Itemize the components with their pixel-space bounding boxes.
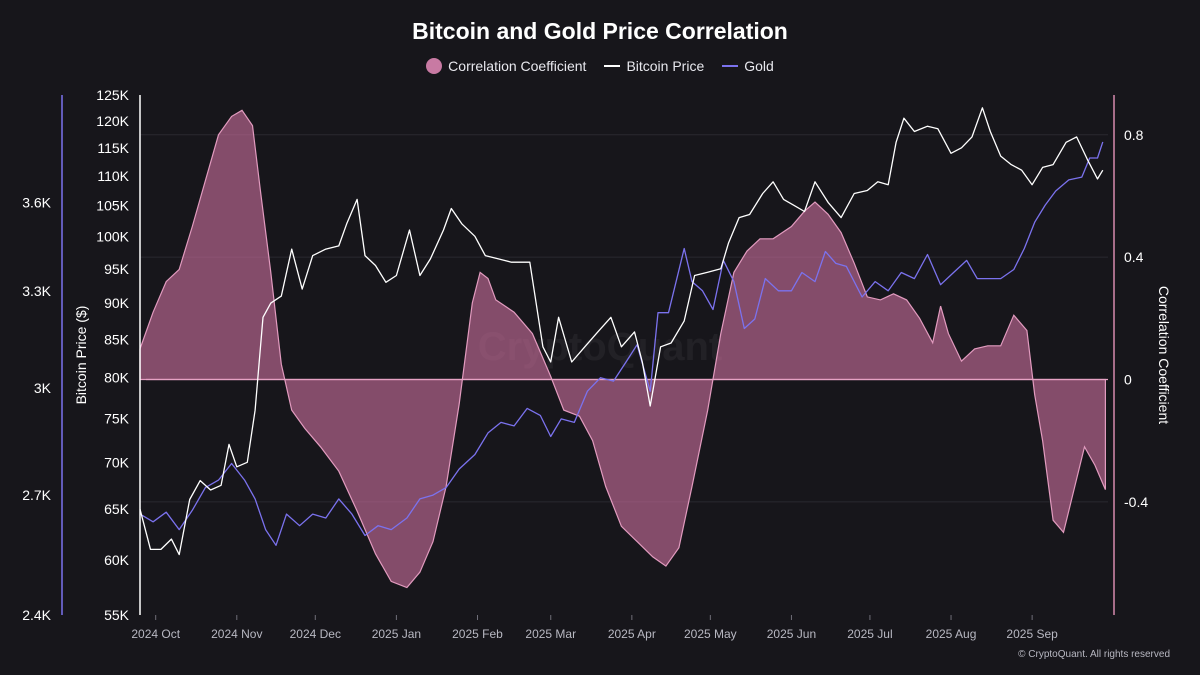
legend: Correlation Coefficient Bitcoin Price Go… <box>0 58 1200 74</box>
legend-label-correlation: Correlation Coefficient <box>448 58 587 74</box>
x-tick-label: 2024 Dec <box>290 627 341 641</box>
bitcoin-tick-label: 115K <box>97 140 129 156</box>
bitcoin-tick-label: 75K <box>104 411 130 427</box>
legend-item-correlation[interactable]: Correlation Coefficient <box>426 58 586 74</box>
bitcoin-tick-label: 60K <box>104 552 130 568</box>
gold-tick-label: 2.4K <box>22 607 51 623</box>
bitcoin-tick-label: 55K <box>104 607 130 623</box>
bitcoin-tick-label: 80K <box>104 370 130 386</box>
x-tick-label: 2025 Jan <box>372 627 421 641</box>
bitcoin-tick-label: 110K <box>97 168 129 184</box>
bitcoin-tick-label: 70K <box>104 454 130 470</box>
gold-tick-label: 3K <box>34 380 52 396</box>
x-tick-label: 2024 Oct <box>131 627 180 641</box>
legend-label-bitcoin: Bitcoin Price <box>626 58 705 74</box>
gold-tick-label: 2.7K <box>22 487 51 503</box>
correlation-tick-label: -0.4 <box>1124 494 1148 510</box>
correlation-tick-label: 0 <box>1124 371 1132 387</box>
bitcoin-tick-label: 105K <box>96 197 129 213</box>
legend-label-gold: Gold <box>744 58 774 74</box>
x-tick-label: 2025 Sep <box>1006 627 1058 641</box>
x-tick-label: 2024 Nov <box>211 627 262 641</box>
correlation-tick-label: 0.4 <box>1124 249 1144 265</box>
x-tick-label: 2025 Aug <box>926 627 977 641</box>
correlation-area-layer <box>139 109 1108 589</box>
gold-tick-label: 3.6K <box>22 194 51 210</box>
gold-tick-label: 3.3K <box>22 283 51 299</box>
x-tick-label: 2025 May <box>684 627 737 641</box>
bitcoin-line <box>139 107 1104 556</box>
chart-title: Bitcoin and Gold Price Correlation <box>412 18 788 44</box>
x-tick-label: 2025 Mar <box>525 627 576 641</box>
bitcoin-axis-title: Bitcoin Price ($) <box>73 306 89 405</box>
legend-swatch-bitcoin <box>604 65 621 67</box>
bitcoin-tick-label: 85K <box>104 331 130 347</box>
bitcoin-tick-label: 65K <box>104 501 130 517</box>
correlation-area <box>139 109 1106 589</box>
x-tick-label: 2025 Feb <box>452 627 503 641</box>
legend-item-bitcoin[interactable]: Bitcoin Price <box>604 58 704 74</box>
axis-layer: 125K 120K 115K 110K 105K 100K 95K 90K 85K 80K 75K 7… <box>22 87 1172 641</box>
correlation-axis-title: Correlation Coefficient <box>1156 286 1172 424</box>
bitcoin-tick-label: 95K <box>104 261 130 277</box>
x-tick-label: 2025 Apr <box>608 627 656 641</box>
bitcoin-tick-label: 120K <box>96 113 129 129</box>
x-tick-label: 2025 Jul <box>847 627 892 641</box>
correlation-tick-label: 0.8 <box>1124 127 1144 143</box>
legend-swatch-gold <box>722 65 739 67</box>
bitcoin-tick-label: 125K <box>96 87 129 103</box>
legend-item-gold[interactable]: Gold <box>722 58 774 74</box>
price-lines-layer <box>139 107 1104 556</box>
x-tick-label: 2025 Jun <box>767 627 816 641</box>
bitcoin-tick-label: 90K <box>104 295 130 311</box>
copyright: © CryptoQuant. All rights reserved <box>1018 649 1170 660</box>
legend-swatch-correlation <box>426 58 443 74</box>
bitcoin-tick-label: 100K <box>96 228 129 244</box>
gold-line <box>139 141 1104 546</box>
